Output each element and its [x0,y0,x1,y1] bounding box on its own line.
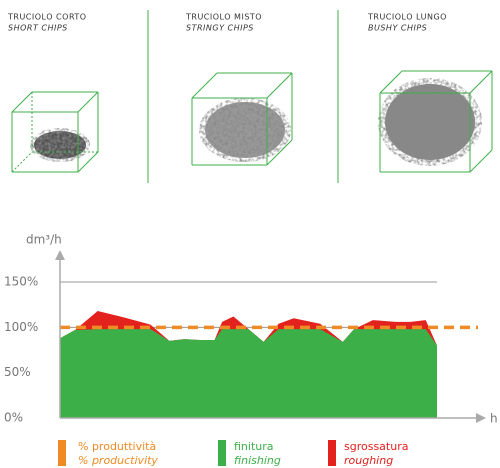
y-tick-label: 100% [4,320,38,334]
cube [191,72,293,166]
legend-label: finitura [234,440,274,453]
y-tick-label: 0% [4,411,23,425]
legend-swatch [328,440,336,466]
chip-photo [30,128,90,162]
panel-title: TRUCIOLO MISTO [185,13,262,22]
area [60,329,437,418]
cube [379,70,493,173]
legend-swatch [58,440,66,466]
panel-title: TRUCIOLO LUNGO [367,13,447,22]
y-tick-label: 150% [4,275,38,289]
y-axis-label: dm³/h [26,233,62,247]
chart: 0% 50% 100% 150% [4,275,478,425]
legend-label: sgrossatura [344,440,408,453]
legend-label: finishing [234,454,281,467]
chip-photo [378,78,482,166]
x-arrow [476,413,486,423]
legend-label: % produttività [78,440,156,453]
panel-subtitle: SHORT CHIPS [8,24,68,33]
legend-label: % productivity [78,454,158,467]
y-arrow [55,250,65,260]
x-axis-label: h [490,412,498,426]
legend-swatch [218,440,226,466]
panel-title: TRUCIOLO CORTO [7,13,87,22]
panel-subtitle: STRINGY CHIPS [186,24,254,33]
y-tick-label: 50% [4,365,31,379]
cube [11,91,99,173]
legend-label: roughing [344,454,393,467]
panel-subtitle: BUSHY CHIPS [368,24,427,33]
chip-photo [199,98,291,162]
